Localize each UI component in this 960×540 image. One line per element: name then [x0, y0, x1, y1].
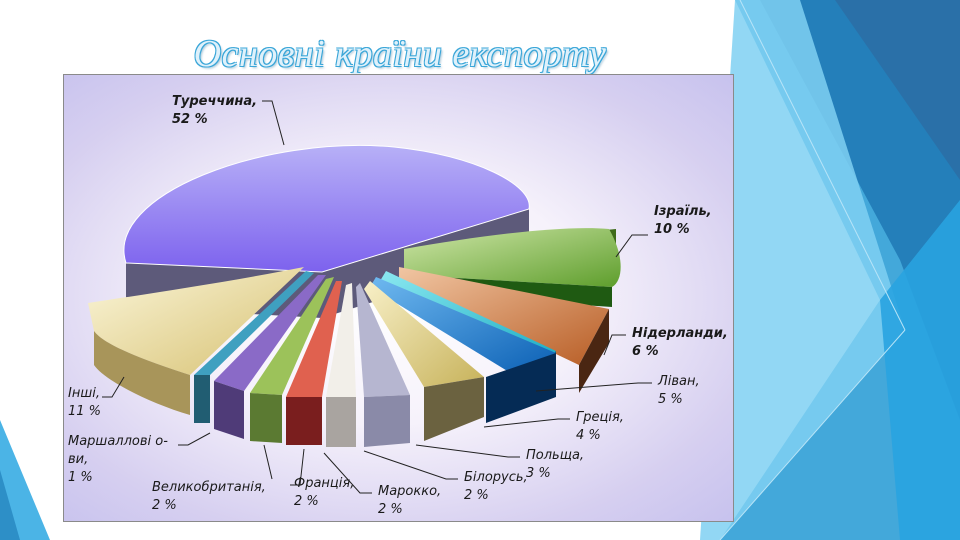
label-morocco-line: Марокко, [378, 484, 441, 499]
label-poland-line: 3 % [526, 466, 551, 481]
slice-netherlands [399, 267, 609, 365]
deco-shape [0, 420, 50, 540]
label-greece-line: 4 % [576, 428, 601, 443]
slice-side-belarus [364, 395, 410, 447]
deco-shape [835, 0, 960, 180]
label-turkey: Туреччина, 52 % [172, 94, 257, 127]
label-marshall-islands-line: ви, [68, 452, 88, 467]
slice-poland [364, 281, 484, 387]
label-israel-line: Ізраїль, [654, 204, 712, 219]
chart-area: Туреччина, 52 % Ізраїль, 10 % Нідерланди, 6 %… [63, 74, 734, 522]
label-morocco: Марокко, 2 % [378, 484, 441, 517]
label-israel: Ізраїль, 10 % [654, 204, 712, 237]
leader-lebanon [535, 382, 652, 392]
leader-netherlands [603, 334, 626, 356]
label-france-line: Франція, [294, 476, 354, 491]
label-others-line: Інші, [68, 386, 100, 401]
slice-turkey [123, 144, 530, 273]
slice-side-france [286, 397, 322, 445]
label-poland-line: Польща, [526, 448, 584, 463]
label-belarus-line: 2 % [464, 488, 489, 503]
label-others-line: 11 % [68, 404, 101, 419]
pie-labels: Туреччина, 52 % Ізраїль, 10 % Нідерланди, 6 %… [68, 94, 728, 517]
deco-shape [0, 470, 20, 540]
slice-others [88, 267, 304, 375]
label-marshall-islands-line: Маршаллові о- [68, 434, 168, 449]
deco-shape [700, 0, 905, 540]
label-netherlands-line: 6 % [632, 344, 659, 359]
leader-poland [415, 444, 520, 458]
label-france: Франція, 2 % [294, 476, 354, 509]
deco-shape [880, 200, 960, 540]
label-belarus: Білорусь, 2 % [464, 470, 528, 503]
label-belarus-line: Білорусь, [464, 470, 528, 485]
label-poland: Польща, 3 % [526, 448, 584, 481]
leader-turkey [262, 100, 285, 146]
leader-others [102, 376, 125, 398]
label-marshall-islands: Маршаллові о-ви, 1 % [68, 434, 168, 485]
slice-marshall-islands [214, 275, 326, 391]
slice-side-netherlands [579, 309, 609, 393]
deco-line [739, 0, 906, 331]
leader-belarus [363, 450, 458, 480]
slide-title: Основні країни експорту [193, 33, 607, 75]
slice-side-others [94, 331, 190, 415]
slice-side-morocco [326, 397, 356, 447]
slice-belarus [356, 283, 410, 397]
label-turkey-line: 52 % [172, 112, 208, 127]
label-lebanon: Ліван, 5 % [657, 374, 700, 407]
label-great-britain-line: Великобританія, [152, 480, 266, 495]
label-great-britain: Великобританія, 2 % [152, 480, 266, 513]
slice-great-britain [250, 277, 334, 395]
leader-marshall-islands [178, 432, 211, 446]
slice-side-marshall-islands [214, 381, 244, 439]
pie-slices [88, 144, 621, 447]
label-great-britain-line: 2 % [152, 498, 177, 513]
label-lebanon-line: Ліван, [657, 374, 700, 389]
label-morocco-line: 2 % [378, 502, 403, 517]
leader-france [290, 448, 305, 486]
slice-morocco [326, 283, 356, 397]
leader-israel [615, 234, 648, 258]
deco-line [719, 329, 906, 540]
slice-side-greece [486, 353, 556, 423]
slice-side-poland [424, 377, 484, 441]
pie-chart: Туреччина, 52 % Ізраїль, 10 % Нідерланди, 6 %… [68, 94, 728, 517]
slice-greece [370, 277, 556, 375]
label-others: Інші, 11 % [68, 386, 101, 419]
label-greece: Греція, 4 % [576, 410, 624, 443]
slice-other-small [194, 271, 314, 375]
label-israel-line: 10 % [654, 222, 690, 237]
leader-great-britain [263, 444, 273, 480]
label-netherlands: Нідерланди, 6 % [632, 326, 728, 359]
label-turkey-line: Туреччина, [172, 94, 257, 109]
leader-greece [483, 418, 570, 428]
slice-side-great-britain [250, 393, 282, 443]
label-france-line: 2 % [294, 494, 319, 509]
leader-morocco [323, 452, 372, 494]
label-marshall-islands-line: 1 % [68, 470, 93, 485]
slice-france [286, 281, 342, 397]
label-lebanon-line: 5 % [658, 392, 683, 407]
label-netherlands-line: Нідерланди, [632, 326, 728, 341]
label-greece-line: Греція, [576, 410, 624, 425]
slice-israel [404, 228, 621, 287]
slice-side-other-small [194, 375, 210, 423]
